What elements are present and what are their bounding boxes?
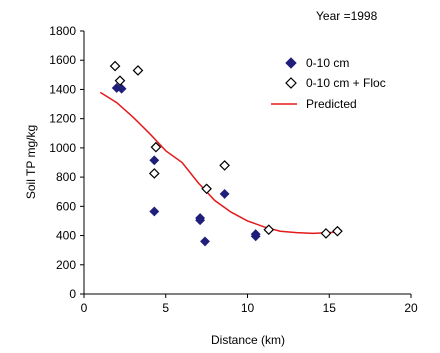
x-tick-label: 15 <box>323 301 337 315</box>
point-0-10-cm <box>219 188 230 199</box>
predicted-line <box>99 91 338 235</box>
point-0-10-cm-floc <box>109 60 121 72</box>
point-0-10-cm <box>195 215 206 226</box>
y-tick-label: 1600 <box>49 53 76 67</box>
legend-label: 0-10 cm <box>306 56 349 70</box>
x-tick-label: 20 <box>404 301 418 315</box>
plot-area: 0 200 400 600 800 1000 1200 1400 1600 1800 0 5 10 15 2… <box>49 24 418 315</box>
point-0-10-cm-floc <box>201 183 212 195</box>
y-tick-label: 400 <box>56 229 76 243</box>
point-0-10-cm-floc <box>320 228 332 239</box>
legend-label: Predicted <box>306 97 357 111</box>
legend-item-0-10-cm: 0-10 cm <box>285 56 349 70</box>
y-tick-label: 1400 <box>49 82 76 96</box>
legend: 0-10 cm 0-10 cm + Floc Predicted <box>271 56 386 111</box>
x-axis-label: Distance (km) <box>211 333 285 347</box>
point-0-10-cm <box>250 231 261 242</box>
y-tick-label: 0 <box>69 287 76 301</box>
y-axis-label: Soil TP mg/kg <box>24 125 38 199</box>
y-tick-label: 1200 <box>49 112 76 126</box>
point-0-10-cm-floc <box>219 160 230 171</box>
point-0-10-cm <box>149 206 160 217</box>
y-tick-label: 200 <box>56 258 76 272</box>
point-0-10-cm-floc <box>332 225 343 237</box>
legend-item-predicted: Predicted <box>271 97 357 111</box>
point-0-10-cm <box>200 236 210 247</box>
y-tick-label: 600 <box>56 199 76 213</box>
point-0-10-cm <box>149 155 160 166</box>
y-tick-label: 1000 <box>49 141 76 155</box>
x-tick-label: 5 <box>162 301 169 315</box>
legend-item-0-10-cm-floc: 0-10 cm + Floc <box>285 76 386 90</box>
y-tick-label: 800 <box>56 170 76 184</box>
point-0-10-cm-floc <box>114 75 126 87</box>
y-tick-label: 1800 <box>49 24 76 38</box>
legend-label: 0-10 cm + Floc <box>306 76 386 90</box>
x-tick-label: 10 <box>241 301 255 315</box>
legend-marker-filled-diamond <box>285 57 297 69</box>
point-0-10-cm-floc <box>263 224 275 236</box>
point-0-10-cm-floc <box>132 65 144 76</box>
chart-title: Year =1998 <box>316 9 378 23</box>
point-0-10-cm-floc <box>148 168 160 179</box>
point-0-10-cm <box>116 83 127 94</box>
point-0-10-cm-floc <box>150 141 162 153</box>
x-tick-label: 0 <box>81 301 88 315</box>
legend-marker-open-diamond <box>285 77 297 89</box>
